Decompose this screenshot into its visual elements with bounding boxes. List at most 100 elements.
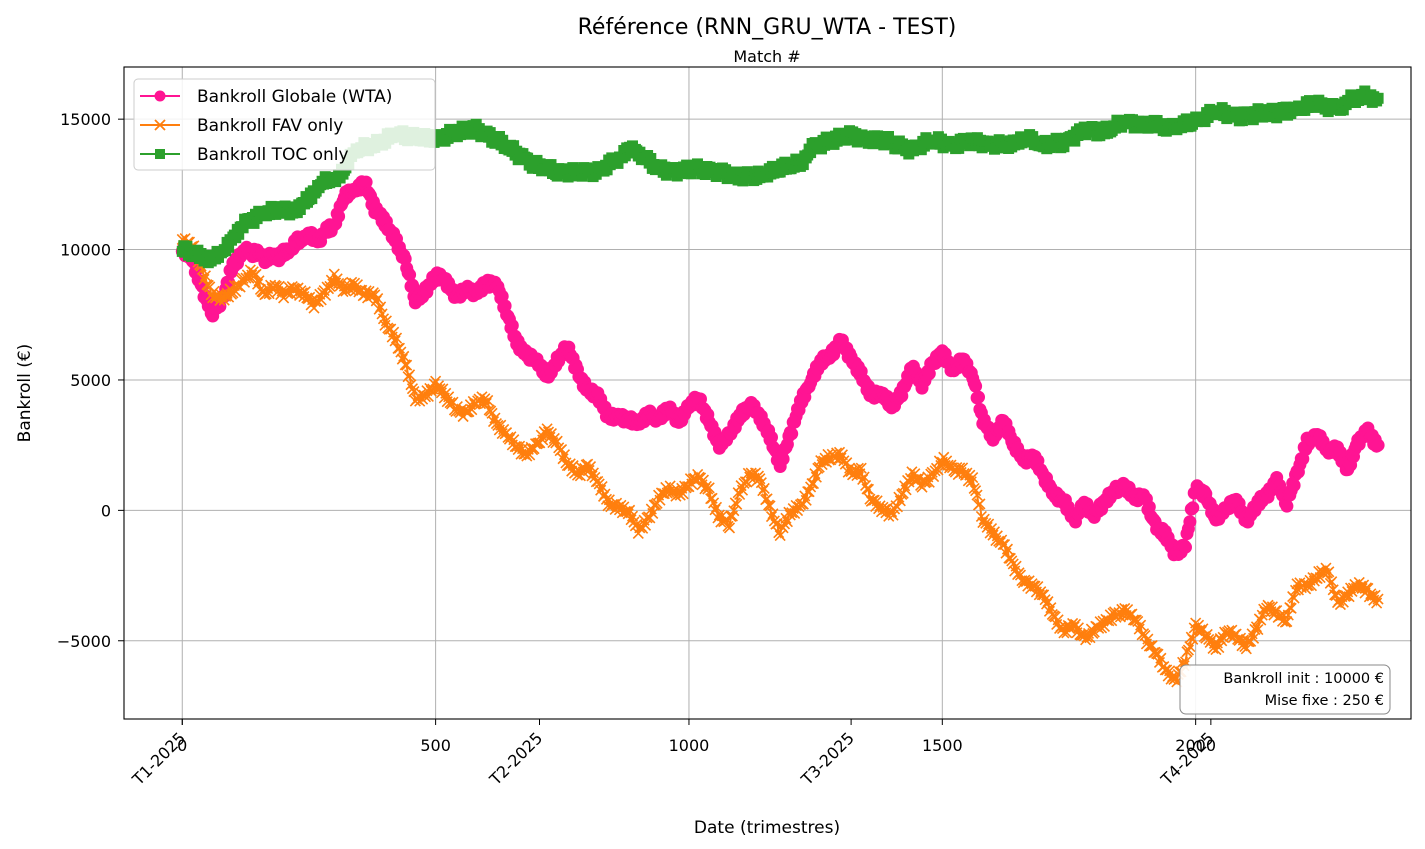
data-point bbox=[723, 522, 736, 534]
data-point bbox=[964, 140, 976, 152]
data-point bbox=[703, 482, 715, 494]
data-point bbox=[945, 459, 957, 471]
data-point bbox=[435, 387, 447, 399]
data-point bbox=[389, 335, 401, 347]
date-tick-label: T1-2025 bbox=[128, 728, 189, 789]
data-point bbox=[967, 471, 979, 484]
x-axis-label: Date (trimestres) bbox=[694, 818, 840, 838]
legend-label-wta: Bankroll Globale (WTA) bbox=[197, 87, 392, 107]
data-point bbox=[785, 427, 799, 441]
legend-item-toc: Bankroll TOC only bbox=[140, 145, 349, 165]
top-axis-label: Match # bbox=[733, 47, 800, 66]
data-point bbox=[1247, 632, 1260, 644]
match-tick-label: 0 bbox=[177, 736, 187, 755]
info-bankroll-init: Bankroll init : 10000 € bbox=[1223, 671, 1384, 687]
y-tick-label: 0 bbox=[101, 501, 111, 520]
data-point bbox=[810, 471, 822, 483]
data-point bbox=[251, 278, 264, 290]
match-tick-label: 1500 bbox=[922, 736, 963, 755]
data-point bbox=[862, 483, 875, 495]
data-point bbox=[223, 241, 235, 253]
legend-item-fav: Bankroll FAV only bbox=[140, 116, 343, 136]
data-point bbox=[1042, 596, 1054, 608]
data-point bbox=[237, 222, 249, 234]
y-axis-label: Bankroll (€) bbox=[15, 344, 35, 443]
data-point bbox=[809, 468, 821, 480]
data-point bbox=[710, 501, 723, 513]
series-1 bbox=[176, 232, 1384, 688]
data-point bbox=[1289, 584, 1302, 596]
data-point bbox=[497, 134, 509, 146]
data-point bbox=[390, 332, 403, 344]
data-point bbox=[777, 522, 789, 534]
date-tick-label: T2-2025 bbox=[485, 728, 546, 789]
data-point bbox=[596, 480, 608, 493]
data-point bbox=[612, 157, 624, 169]
data-point bbox=[1216, 635, 1228, 647]
square-marker-icon bbox=[155, 149, 165, 159]
data-point bbox=[1072, 622, 1084, 634]
data-point bbox=[529, 438, 542, 450]
data-point bbox=[306, 193, 318, 205]
data-point bbox=[765, 430, 778, 444]
data-point bbox=[1372, 92, 1384, 104]
data-point bbox=[883, 131, 894, 142]
data-point bbox=[624, 504, 636, 516]
data-point bbox=[776, 452, 790, 466]
info-annotation: Bankroll init : 10000 € Mise fixe : 250 … bbox=[1179, 664, 1391, 715]
data-point bbox=[222, 275, 236, 289]
data-point bbox=[198, 273, 210, 285]
data-point bbox=[619, 150, 631, 162]
data-point bbox=[800, 494, 812, 506]
data-point bbox=[551, 435, 563, 447]
data-point bbox=[969, 379, 983, 393]
data-point bbox=[1252, 623, 1264, 636]
data-point bbox=[584, 461, 597, 473]
data-point bbox=[405, 379, 417, 391]
data-point bbox=[1187, 633, 1199, 645]
data-point bbox=[736, 484, 749, 496]
date-tick-label: T3-2025 bbox=[797, 728, 858, 789]
data-point bbox=[1213, 642, 1225, 654]
legend-item-wta: Bankroll Globale (WTA) bbox=[140, 87, 392, 107]
data-point bbox=[1045, 602, 1057, 614]
legend-box bbox=[133, 78, 436, 171]
data-point bbox=[505, 319, 519, 332]
data-point bbox=[482, 394, 494, 406]
match-tick-label: 500 bbox=[420, 736, 451, 755]
data-point bbox=[1036, 589, 1048, 601]
data-point bbox=[697, 474, 710, 486]
data-point bbox=[741, 476, 753, 488]
data-point bbox=[1027, 131, 1039, 143]
data-point bbox=[974, 498, 986, 510]
x-marker-icon bbox=[154, 119, 166, 131]
data-point bbox=[388, 326, 400, 338]
data-point bbox=[894, 495, 906, 507]
data-point bbox=[806, 477, 818, 490]
match-tick-label: 2000 bbox=[1175, 736, 1216, 755]
data-point bbox=[403, 369, 416, 381]
data-point bbox=[1101, 614, 1113, 627]
chart-title: Référence (RNN_GRU_WTA - TEST) bbox=[578, 15, 957, 40]
data-point bbox=[1285, 602, 1297, 614]
data-point bbox=[1372, 593, 1384, 605]
match-tick-label: 1000 bbox=[669, 736, 710, 755]
data-point bbox=[758, 482, 770, 495]
data-point bbox=[1287, 478, 1301, 492]
data-point bbox=[674, 489, 686, 501]
info-mise-fixe: Mise fixe : 250 € bbox=[1265, 693, 1384, 709]
data-point bbox=[233, 228, 245, 240]
data-point bbox=[406, 383, 419, 395]
legend-label-toc: Bankroll TOC only bbox=[197, 145, 349, 165]
data-point bbox=[366, 289, 378, 301]
series-0 bbox=[175, 175, 1385, 562]
data-point bbox=[1081, 631, 1093, 643]
data-point bbox=[752, 470, 765, 482]
legend-label-fav: Bankroll FAV only bbox=[197, 116, 343, 136]
data-point bbox=[1203, 633, 1215, 645]
data-point bbox=[922, 367, 936, 381]
data-point bbox=[1069, 135, 1081, 147]
data-point bbox=[807, 478, 820, 490]
data-point bbox=[645, 153, 657, 164]
data-point bbox=[332, 209, 346, 223]
